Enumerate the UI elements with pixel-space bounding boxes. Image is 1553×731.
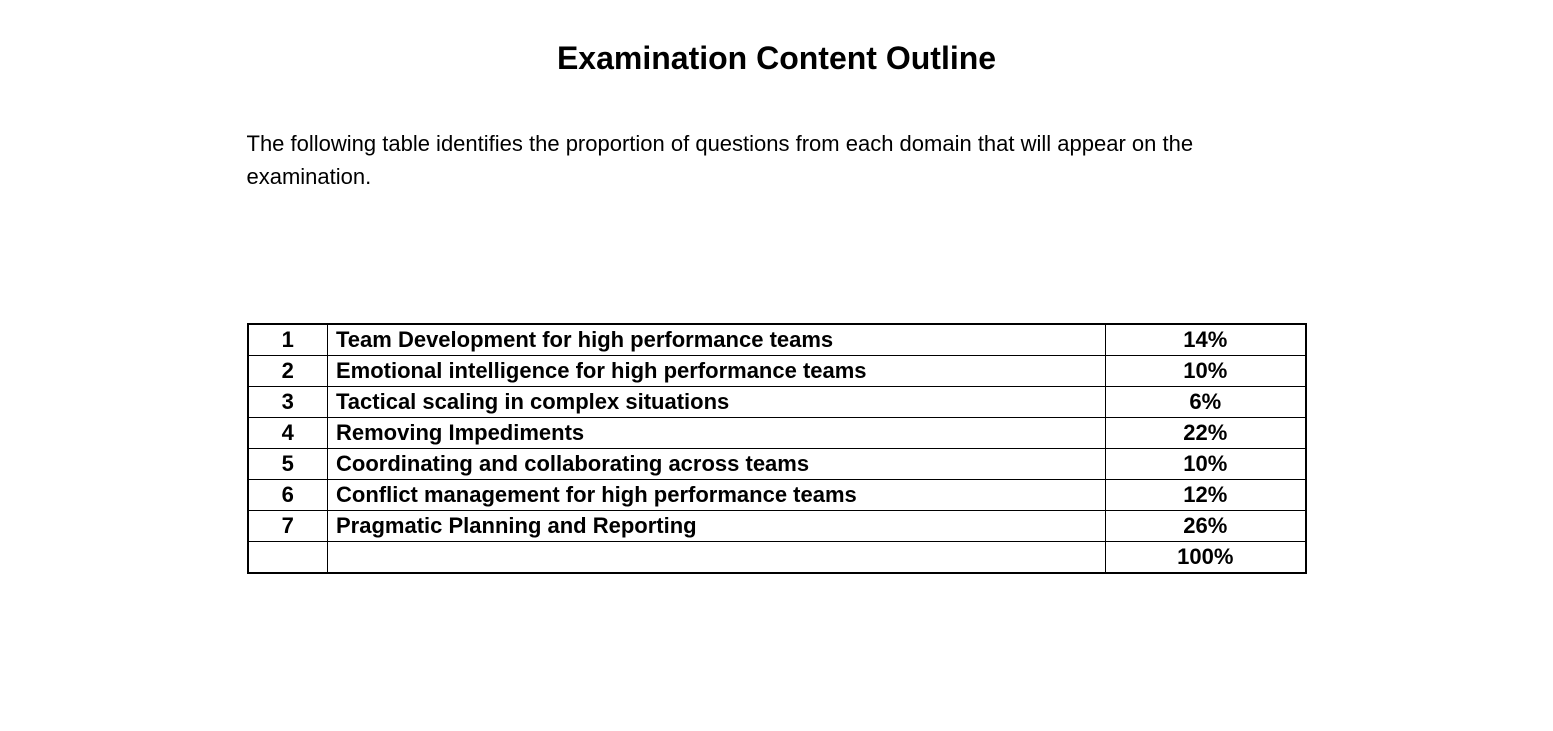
table-total-row: 100% xyxy=(248,542,1306,574)
row-domain: Team Development for high performance te… xyxy=(328,324,1106,356)
row-percentage: 26% xyxy=(1106,511,1306,542)
total-percentage: 100% xyxy=(1106,542,1306,574)
table-row: 2 Emotional intelligence for high perfor… xyxy=(248,356,1306,387)
row-number: 5 xyxy=(248,449,328,480)
table-row: 4 Removing Impediments 22% xyxy=(248,418,1306,449)
table-row: 1 Team Development for high performance … xyxy=(248,324,1306,356)
table-row: 3 Tactical scaling in complex situations… xyxy=(248,387,1306,418)
content-outline-table: 1 Team Development for high performance … xyxy=(247,323,1307,574)
row-percentage: 14% xyxy=(1106,324,1306,356)
document-container: Examination Content Outline The followin… xyxy=(137,40,1417,574)
row-number: 1 xyxy=(248,324,328,356)
row-number: 2 xyxy=(248,356,328,387)
table-row: 5 Coordinating and collaborating across … xyxy=(248,449,1306,480)
table-body: 1 Team Development for high performance … xyxy=(248,324,1306,573)
total-number xyxy=(248,542,328,574)
total-domain xyxy=(328,542,1106,574)
row-domain: Conflict management for high performance… xyxy=(328,480,1106,511)
row-domain: Emotional intelligence for high performa… xyxy=(328,356,1106,387)
row-percentage: 22% xyxy=(1106,418,1306,449)
row-domain: Tactical scaling in complex situations xyxy=(328,387,1106,418)
row-percentage: 10% xyxy=(1106,356,1306,387)
row-percentage: 10% xyxy=(1106,449,1306,480)
row-number: 7 xyxy=(248,511,328,542)
row-domain: Coordinating and collaborating across te… xyxy=(328,449,1106,480)
row-percentage: 6% xyxy=(1106,387,1306,418)
intro-paragraph: The following table identifies the propo… xyxy=(247,127,1307,193)
table-row: 7 Pragmatic Planning and Reporting 26% xyxy=(248,511,1306,542)
table-row: 6 Conflict management for high performan… xyxy=(248,480,1306,511)
row-number: 4 xyxy=(248,418,328,449)
row-domain: Removing Impediments xyxy=(328,418,1106,449)
row-number: 6 xyxy=(248,480,328,511)
row-number: 3 xyxy=(248,387,328,418)
page-title: Examination Content Outline xyxy=(247,40,1307,77)
row-domain: Pragmatic Planning and Reporting xyxy=(328,511,1106,542)
row-percentage: 12% xyxy=(1106,480,1306,511)
